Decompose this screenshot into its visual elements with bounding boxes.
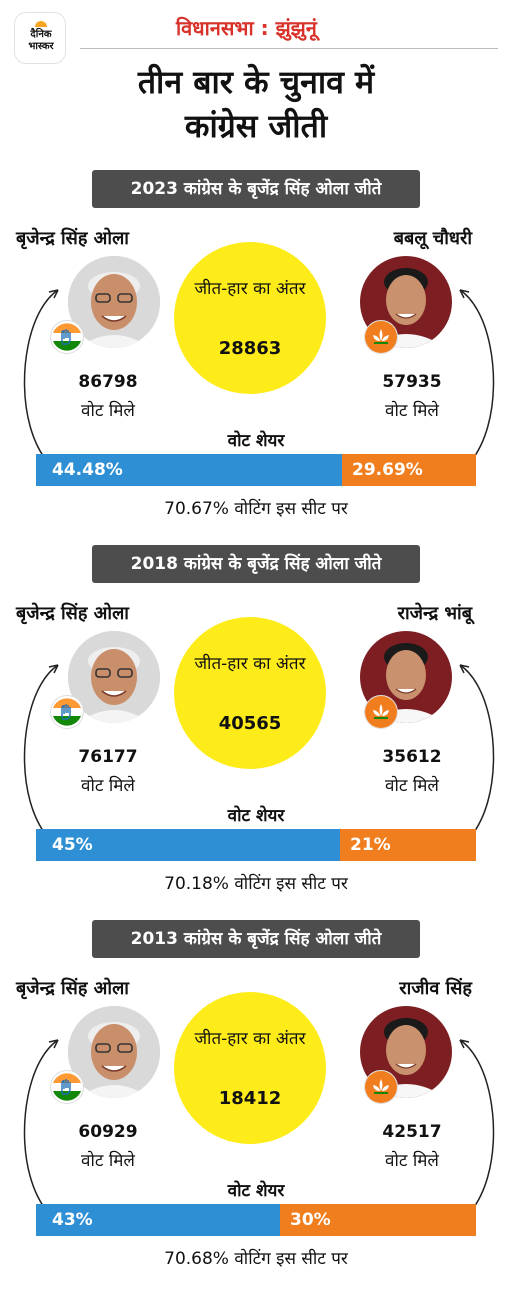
winner-share-text: 44.48%: [52, 460, 123, 480]
winner-votes-label: वोट मिले: [81, 776, 135, 796]
runner-name: राजीव सिंह: [399, 978, 472, 999]
winner-portrait-icon: [68, 631, 160, 723]
bjp-lotus-icon: [364, 1070, 398, 1104]
runner-votes-label: वोट मिले: [385, 1151, 439, 1171]
congress-hand-icon: [50, 1070, 84, 1104]
vote-share-label: वोट शेयर: [227, 1181, 285, 1201]
runner-votes: 35612: [382, 747, 442, 767]
header-divider: [80, 48, 498, 49]
winner-votes-label: वोट मिले: [81, 1151, 135, 1171]
congress-hand-icon: [50, 695, 84, 729]
runner-share-text: 21%: [350, 835, 391, 855]
year-banner: 2018 कांग्रेस के बृजेंद्र सिंह ओला जीते: [92, 545, 420, 583]
winner-share-bar: 44.48%: [36, 454, 342, 486]
runner-votes-label: वोट मिले: [385, 776, 439, 796]
winner-name: बृजेन्द्र सिंह ओला: [16, 978, 129, 999]
runner-share-bar: 29.69%: [342, 454, 476, 486]
winner-portrait-icon: [68, 1006, 160, 1098]
dainik-bhaskar-logo: दैनिक भास्कर: [14, 12, 66, 64]
margin-value: 18412: [218, 1088, 282, 1109]
margin-circle: जीत-हार का अंतर 18412: [174, 992, 326, 1144]
margin-label: जीत-हार का अंतर: [194, 654, 306, 674]
section-label: विधानसभा : झुंझुनूं: [176, 16, 317, 40]
page-title: तीन बार के चुनाव में कांग्रेस जीती: [0, 60, 512, 148]
turnout-text: 70.67% वोटिंग इस सीट पर: [164, 499, 348, 519]
winner-name: बृजेन्द्र सिंह ओला: [16, 228, 129, 249]
margin-value: 40565: [218, 713, 282, 734]
year-banner: 2013 कांग्रेस के बृजेंद्र सिंह ओला जीते: [92, 920, 420, 958]
vote-share-bar: 45% 21%: [36, 829, 476, 861]
runner-name: राजेन्द्र भांबू: [397, 603, 472, 624]
congress-hand-icon: [50, 320, 84, 354]
turnout-text: 70.68% वोटिंग इस सीट पर: [164, 1249, 348, 1269]
vote-share-label: वोट शेयर: [227, 431, 285, 451]
runner-votes: 57935: [382, 372, 442, 392]
runner-share-text: 29.69%: [352, 460, 423, 480]
runner-share-text: 30%: [290, 1210, 331, 1230]
bjp-lotus-icon: [364, 320, 398, 354]
bjp-lotus-icon: [364, 695, 398, 729]
vote-share-label: वोट शेयर: [227, 806, 285, 826]
vote-share-bar: 44.48% 29.69%: [36, 454, 476, 486]
election-block: 2013 कांग्रेस के बृजेंद्र सिंह ओला जीते …: [0, 920, 512, 1290]
margin-label: जीत-हार का अंतर: [194, 279, 306, 299]
sun-icon: [35, 21, 47, 27]
runner-votes: 42517: [382, 1122, 442, 1142]
winner-votes: 60929: [78, 1122, 138, 1142]
runner-votes-label: वोट मिले: [385, 401, 439, 421]
winner-share-bar: 43%: [36, 1204, 280, 1236]
vote-share-bar: 43% 30%: [36, 1204, 476, 1236]
margin-circle: जीत-हार का अंतर 28863: [174, 242, 326, 394]
winner-photo: [68, 631, 160, 723]
title-line-2: कांग्रेस जीती: [184, 107, 328, 145]
runner-share-bar: 21%: [340, 829, 476, 861]
header: दैनिक भास्कर विधानसभा : झुंझुनूं: [0, 0, 512, 64]
title-line-1: तीन बार के चुनाव में: [137, 63, 375, 101]
election-block: 2023 कांग्रेस के बृजेंद्र सिंह ओला जीते …: [0, 170, 512, 540]
margin-label: जीत-हार का अंतर: [194, 1029, 306, 1049]
winner-votes: 76177: [78, 747, 138, 767]
winner-share-text: 43%: [52, 1210, 93, 1230]
runner-share-bar: 30%: [280, 1204, 476, 1236]
logo-text-dainik: दैनिक: [30, 29, 52, 40]
runner-name: बबलू चौधरी: [393, 228, 472, 249]
election-block: 2018 कांग्रेस के बृजेंद्र सिंह ओला जीते …: [0, 545, 512, 915]
winner-share-bar: 45%: [36, 829, 340, 861]
winner-name: बृजेन्द्र सिंह ओला: [16, 603, 129, 624]
margin-value: 28863: [218, 338, 282, 359]
winner-votes-label: वोट मिले: [81, 401, 135, 421]
margin-circle: जीत-हार का अंतर 40565: [174, 617, 326, 769]
turnout-text: 70.18% वोटिंग इस सीट पर: [164, 874, 348, 894]
year-banner: 2023 कांग्रेस के बृजेंद्र सिंह ओला जीते: [92, 170, 420, 208]
winner-share-text: 45%: [52, 835, 93, 855]
winner-votes: 86798: [78, 372, 138, 392]
logo-text-bhaskar: भास्कर: [28, 41, 54, 52]
